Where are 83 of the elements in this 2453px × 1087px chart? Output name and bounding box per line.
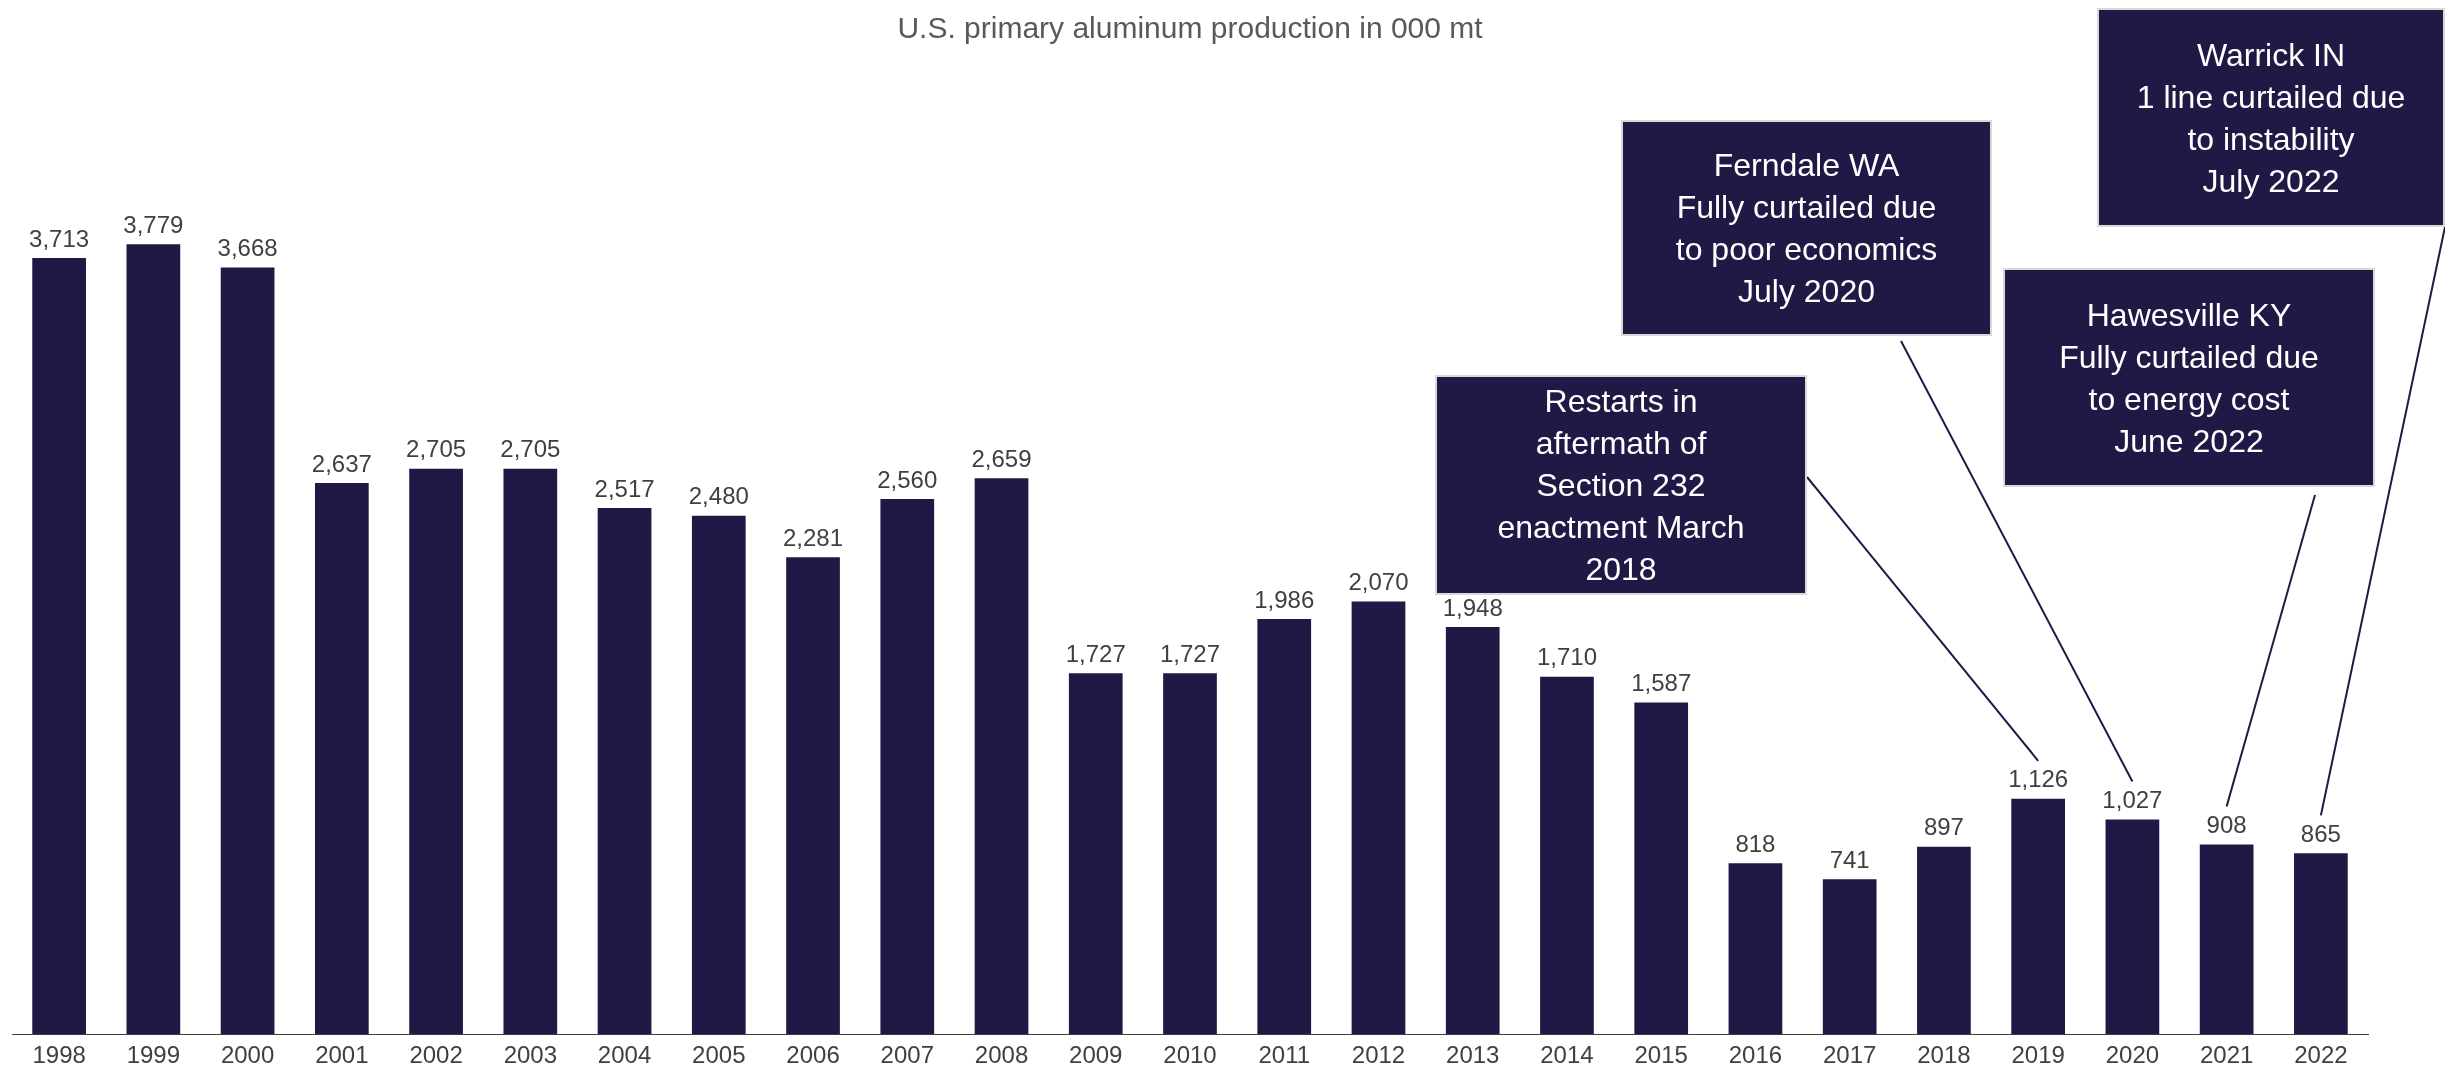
data-label: 2,705: [406, 435, 467, 463]
bar: [1445, 626, 1500, 1035]
bar: [597, 508, 652, 1035]
x-tick-label: 2021: [2199, 1041, 2254, 1069]
data-label: 2,517: [594, 474, 655, 502]
bar: [1917, 846, 1971, 1035]
data-label: 2,637: [311, 449, 372, 477]
x-tick-label: 2016: [1728, 1041, 1783, 1069]
bar: [1351, 601, 1406, 1035]
bar: [974, 478, 1029, 1035]
data-label: 2,480: [688, 482, 749, 510]
data-label: 865: [2300, 820, 2341, 847]
data-label: 2,281: [783, 523, 844, 551]
bar: [2011, 798, 2066, 1035]
bar: [2294, 853, 2348, 1035]
callout-box: Restarts in aftermath of Section 232 enactment March 2018: [1435, 375, 1807, 595]
data-label: 1,727: [1159, 639, 1221, 667]
data-label: 1,727: [1065, 639, 1126, 667]
x-tick-label: 2018: [1917, 1041, 1971, 1069]
x-tick-label: 2007: [880, 1041, 934, 1069]
x-tick-label: 2012: [1351, 1041, 1406, 1069]
data-label: 3,713: [29, 224, 90, 252]
bar: [1634, 702, 1689, 1035]
x-tick-label: 2003: [503, 1041, 558, 1069]
annotation: Hawesville KY Fully curtailed due to energy cost June 2022: [2059, 295, 2319, 461]
x-tick-label: 1998: [32, 1041, 86, 1069]
bar: [126, 244, 181, 1035]
x-tick-label: 2017: [1822, 1041, 1877, 1069]
data-label: 1,986: [1254, 585, 1315, 613]
callout-box: Warrick IN 1 line curtailed due to instability July 2022: [2097, 8, 2445, 227]
x-tick-label: 2022: [2294, 1041, 2348, 1069]
bar: [786, 557, 840, 1035]
x-tick-label: 2011: [1258, 1041, 1311, 1069]
data-label: 741: [1829, 845, 1870, 873]
x-tick-label: 2001: [315, 1041, 369, 1069]
chart-title: U.S. primary aluminum production in 000 mt: [897, 11, 1484, 45]
data-label: 2,705: [500, 435, 561, 463]
data-label: 897: [1923, 813, 1964, 841]
data-label: 818: [1735, 829, 1776, 857]
bar: [1163, 673, 1217, 1035]
bar: [503, 468, 558, 1035]
annotation: Ferndale WA Fully curtailed due to poor economics July 2020: [1675, 146, 1938, 311]
bar: [2105, 819, 2160, 1035]
bar: [1068, 673, 1123, 1035]
data-label: 2,560: [877, 465, 938, 493]
x-tick-label: 2013: [1446, 1041, 1500, 1069]
bar: [220, 267, 275, 1035]
annotation: Restarts in aftermath of Section 232 enactment March 2018: [1497, 382, 1745, 589]
data-label: 1,710: [1536, 643, 1597, 671]
x-tick-label: 2020: [2105, 1041, 2160, 1069]
data-label: 3,668: [217, 234, 278, 262]
x-tick-label: 2015: [1634, 1041, 1688, 1069]
data-label: 908: [2206, 811, 2247, 839]
bar: [32, 258, 86, 1035]
data-label: 1,948: [1442, 593, 1503, 621]
bar: [2199, 844, 2254, 1035]
x-tick-label: 2006: [786, 1041, 840, 1069]
data-label: 1,126: [2008, 765, 2069, 793]
bar: [1728, 863, 1783, 1035]
x-tick-label: 1999: [126, 1041, 181, 1069]
bar: [691, 515, 746, 1035]
x-tick-label: 2004: [597, 1041, 652, 1069]
x-tick-label: 2014: [1540, 1041, 1594, 1069]
bar: [314, 482, 369, 1035]
bar: [1257, 619, 1312, 1035]
x-tick-label: 2010: [1163, 1041, 1217, 1069]
x-tick-label: 2000: [220, 1041, 275, 1069]
bar: [1540, 676, 1594, 1035]
x-tick-label: 2002: [409, 1041, 463, 1069]
x-tick-label: 2005: [692, 1041, 746, 1069]
bar: [880, 499, 935, 1035]
data-label: 1,587: [1631, 669, 1692, 697]
data-label: 2,070: [1348, 568, 1409, 596]
data-label: 3,779: [123, 210, 184, 238]
bar: [1822, 879, 1877, 1035]
x-tick-label: 2009: [1069, 1041, 1123, 1069]
data-label: 2,659: [971, 444, 1032, 472]
x-tick-label: 2008: [974, 1041, 1029, 1069]
callout-box: Hawesville KY Fully curtailed due to energy cost June 2022: [2003, 268, 2375, 487]
callout-box: Ferndale WA Fully curtailed due to poor economics July 2020: [1621, 120, 1992, 336]
data-label: 1,027: [2102, 786, 2163, 814]
bar: [409, 468, 463, 1035]
x-tick-label: 2019: [2011, 1041, 2065, 1069]
